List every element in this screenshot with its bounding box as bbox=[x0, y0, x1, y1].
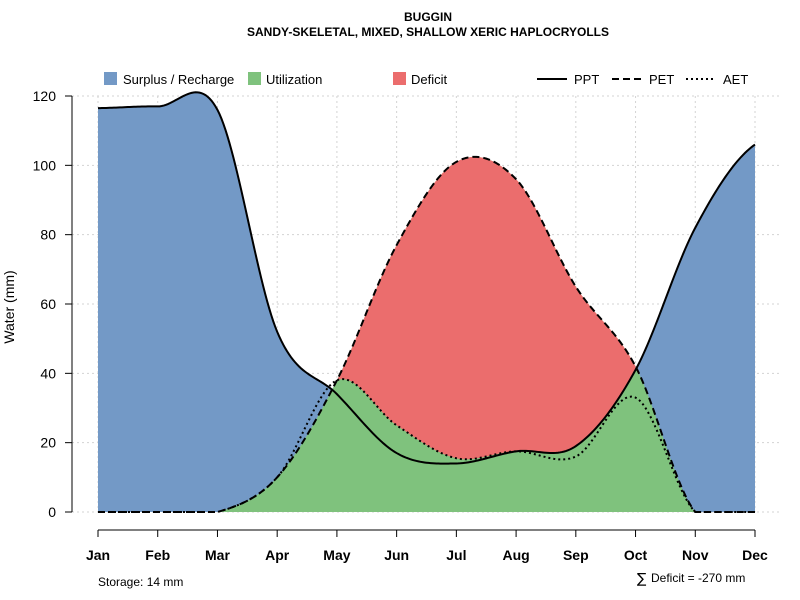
legend-label-utilization: Utilization bbox=[266, 72, 322, 87]
x-tick-label: Feb bbox=[145, 547, 170, 563]
y-tick-label: 40 bbox=[40, 365, 56, 381]
legend-swatch-deficit bbox=[393, 72, 406, 85]
y-tick-label: 120 bbox=[33, 88, 57, 104]
x-tick-label: Sep bbox=[563, 547, 589, 563]
y-tick-label: 80 bbox=[40, 227, 56, 243]
legend: Surplus / Recharge Utilization Deficit P… bbox=[104, 72, 748, 87]
aet-line bbox=[98, 378, 755, 513]
legend-swatch-utilization bbox=[248, 72, 261, 85]
pet-line bbox=[98, 155, 755, 513]
y-tick-label: 60 bbox=[40, 296, 56, 312]
chart-subtitle: SANDY-SKELETAL, MIXED, SHALLOW XERIC HAP… bbox=[247, 25, 609, 39]
chart-title: BUGGIN bbox=[404, 10, 452, 24]
x-tick-label: Aug bbox=[502, 547, 529, 563]
x-tick-label: May bbox=[323, 547, 350, 563]
y-tick-label: 100 bbox=[33, 157, 57, 173]
legend-label-ppt: PPT bbox=[574, 72, 599, 87]
x-tick-label: Apr bbox=[265, 547, 290, 563]
deficit-note: Deficit = -270 mm bbox=[651, 571, 745, 585]
x-tick-label: Jan bbox=[86, 547, 110, 563]
legend-label-surplus: Surplus / Recharge bbox=[123, 72, 234, 87]
x-tick-label: Jun bbox=[384, 547, 409, 563]
x-tick-label: Dec bbox=[742, 547, 768, 563]
legend-label-pet: PET bbox=[649, 72, 674, 87]
x-tick-label: Mar bbox=[205, 547, 230, 563]
ppt-line bbox=[97, 91, 756, 465]
x-tick-label: Nov bbox=[682, 547, 709, 563]
storage-note: Storage: 14 mm bbox=[98, 575, 183, 589]
surplus-upper-area bbox=[98, 92, 755, 512]
legend-label-deficit: Deficit bbox=[411, 72, 448, 87]
x-tick-label: Jul bbox=[446, 547, 466, 563]
x-tick-label: Oct bbox=[624, 547, 648, 563]
legend-swatch-surplus bbox=[104, 72, 117, 85]
deficit-sum-icon: ∑ bbox=[637, 571, 647, 587]
plot-area: 0 20 40 60 80 100 120 Jan Feb Mar Apr May Jun Jul Aug S… bbox=[33, 88, 782, 563]
deficit-area bbox=[98, 156, 755, 512]
legend-label-aet: AET bbox=[723, 72, 748, 87]
y-axis-label: Water (mm) bbox=[1, 270, 17, 343]
y-tick-label: 20 bbox=[40, 435, 56, 451]
y-tick-label: 0 bbox=[48, 504, 56, 520]
